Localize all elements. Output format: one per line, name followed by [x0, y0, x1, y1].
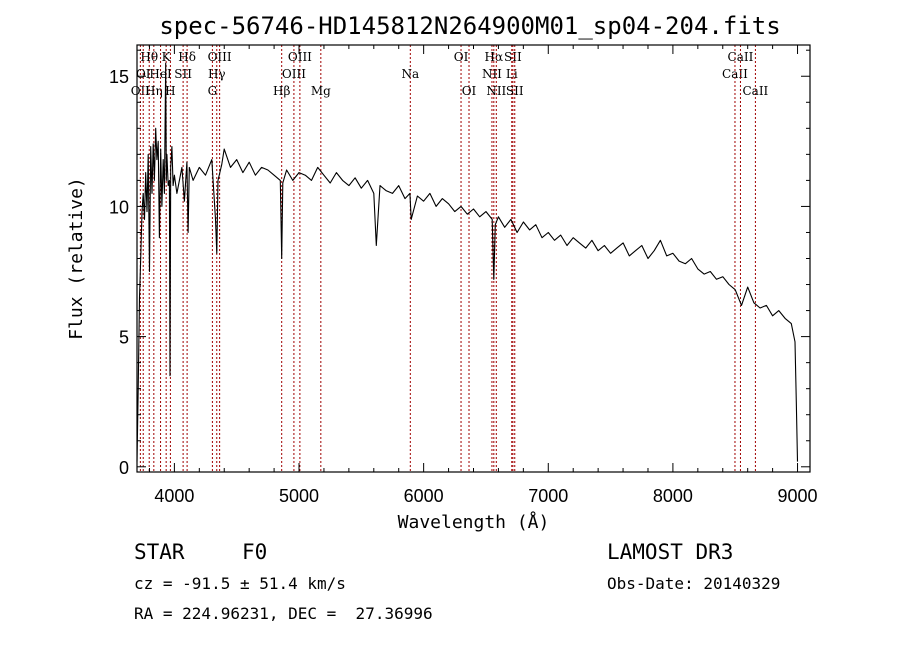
line-marker-label-15: Mg [311, 84, 331, 98]
x-tick-label-6000: 6000 [404, 486, 444, 506]
line-marker-label-4: HeI [149, 67, 172, 81]
line-marker-label-16: Na [401, 67, 419, 81]
chart-title: spec-56746-HD145812N264900M01_sp04-204.f… [159, 12, 780, 40]
line-marker-label-24: SII [506, 84, 524, 98]
line-marker-label-3: Hη [145, 84, 163, 98]
line-marker-label-23: SII [504, 50, 522, 64]
line-marker-label-6: H [165, 84, 175, 98]
line-marker-label-14: OIII [288, 50, 312, 64]
line-marker-label-2: OI [136, 67, 151, 81]
y-tick-label-10: 10 [109, 197, 129, 217]
series-line-spectrum [136, 62, 799, 462]
object-class: STAR [134, 540, 185, 564]
line-marker-label-17: OI [454, 50, 469, 64]
line-marker-label-21: NII [486, 84, 506, 98]
line-marker-label-18: OI [462, 84, 477, 98]
y-tick-label-5: 5 [119, 328, 129, 348]
survey-name: LAMOST DR3 [607, 540, 734, 564]
line-marker-label-5: K [162, 50, 172, 64]
x-tick-label-7000: 7000 [528, 486, 568, 506]
line-marker-label-25: CaII [722, 67, 748, 81]
object-subclass: F0 [242, 540, 268, 564]
line-marker-label-11: OIII [208, 50, 232, 64]
x-tick-label-5000: 5000 [279, 486, 319, 506]
series-layer [136, 62, 799, 462]
y-tick-label-15: 15 [109, 67, 129, 87]
line-marker-label-9: G [208, 84, 218, 98]
line-marker-label-26: CaII [728, 50, 754, 64]
line-marker-label-12: Hβ [273, 84, 290, 98]
x-axis-label: Wavelength (Å) [398, 511, 550, 533]
line-marker-layer: OIIHθOIHηHeIKHSIIHδGHγOIIIHβOIIIOIIIMgNa… [131, 45, 769, 472]
line-marker-label-8: Hδ [178, 50, 196, 64]
line-marker-label-27: CaII [742, 84, 768, 98]
line-marker-label-7: SII [174, 67, 192, 81]
observation-date: Obs-Date: 20140329 [607, 574, 781, 593]
line-marker-label-0: OII [131, 84, 151, 98]
y-tick-label-0: 0 [119, 458, 129, 478]
axis-ticks-layer: 4000 5000 6000 7000 8000 9000 0 5 10 15 [109, 45, 818, 506]
line-marker-label-20: Hα [485, 50, 504, 64]
line-marker-label-19: NII [482, 67, 502, 81]
x-tick-label-8000: 8000 [653, 486, 693, 506]
plot-frame [136, 44, 811, 473]
redshift-cz: cz = -91.5 ± 51.4 km/s [134, 574, 346, 593]
ra-dec-coordinates: RA = 224.96231, DEC = 27.36996 [134, 604, 433, 623]
line-marker-label-10: Hγ [208, 67, 226, 81]
y-axis-label: Flux (relative) [66, 177, 87, 340]
line-marker-label-13: OIII [282, 67, 306, 81]
line-marker-label-22: Li [506, 67, 518, 81]
x-tick-label-4000: 4000 [154, 486, 194, 506]
x-tick-label-9000: 9000 [778, 486, 818, 506]
